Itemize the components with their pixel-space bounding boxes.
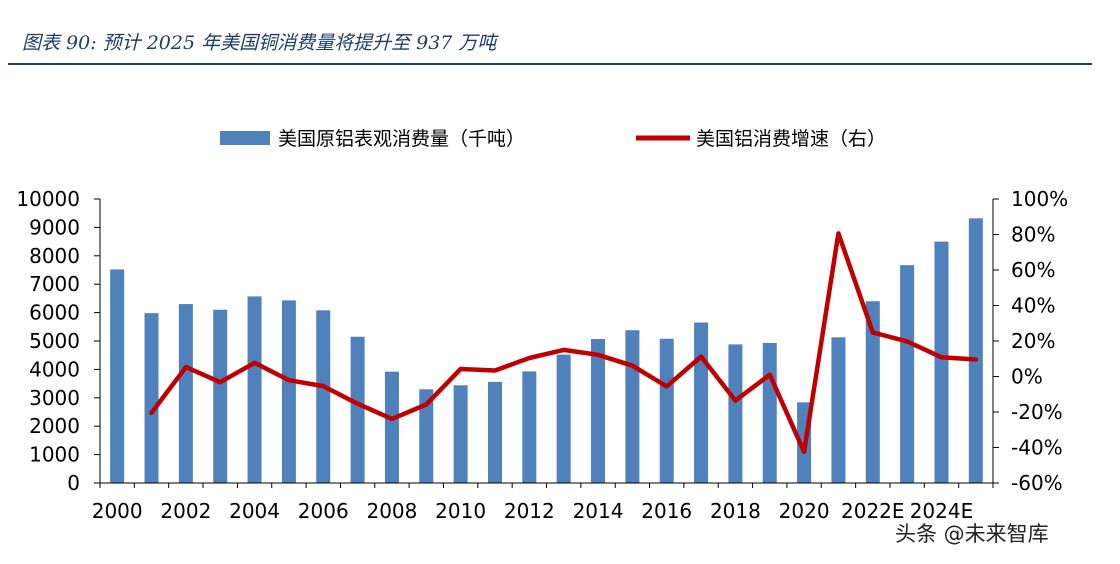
left-tick-label: 10000 bbox=[16, 187, 80, 211]
left-tick-label: 1000 bbox=[29, 443, 80, 467]
left-tick-label: 4000 bbox=[29, 357, 80, 381]
right-tick-label: -20% bbox=[1011, 400, 1063, 424]
right-tick-label: 20% bbox=[1011, 329, 1055, 353]
x-tick-label: 2010 bbox=[435, 499, 486, 523]
right-tick-label: 0% bbox=[1011, 365, 1043, 389]
right-tick-label: 100% bbox=[1011, 187, 1068, 211]
left-tick-label: 8000 bbox=[29, 244, 80, 268]
title-divider bbox=[8, 63, 1092, 65]
left-tick-label: 5000 bbox=[29, 329, 80, 353]
chart-axes: 0 1000 2000 3000 4000 5000 6000 7000 8000 9000 100… bbox=[16, 187, 1068, 523]
watermark: 头条 @未来智库 bbox=[895, 522, 1049, 546]
line-series bbox=[149, 231, 979, 455]
legend-line-label: 美国铝消费增速（右） bbox=[696, 128, 886, 150]
bar-2021 bbox=[831, 337, 846, 483]
bar-2014 bbox=[591, 339, 606, 483]
chart-legend: 美国原铝表观消费量（千吨） 美国铝消费增速（右） bbox=[220, 128, 886, 150]
bar-2004 bbox=[247, 296, 262, 483]
bar-2019 bbox=[762, 342, 777, 483]
bar-2022E bbox=[865, 301, 880, 483]
left-tick-label: 0 bbox=[67, 471, 80, 495]
bar-2018 bbox=[728, 344, 743, 483]
legend-bar-label: 美国原铝表观消费量（千吨） bbox=[278, 128, 525, 150]
bar-2013 bbox=[556, 354, 571, 483]
bar-2005 bbox=[281, 300, 296, 483]
bar-2006 bbox=[316, 310, 331, 483]
bar-2008 bbox=[384, 371, 399, 483]
right-tick-label: -40% bbox=[1011, 436, 1063, 460]
x-tick-label: 2020 bbox=[779, 499, 830, 523]
left-tick-label: 3000 bbox=[29, 386, 80, 410]
bar-2003 bbox=[213, 309, 228, 483]
x-tick-label: 2008 bbox=[366, 499, 417, 523]
left-tick-label: 9000 bbox=[29, 215, 80, 239]
x-tick-label: 2016 bbox=[641, 499, 692, 523]
x-tick-label: 2022E bbox=[841, 499, 905, 523]
bar-2015 bbox=[625, 330, 640, 483]
left-tick-label: 2000 bbox=[29, 414, 80, 438]
right-tick-label: 80% bbox=[1011, 223, 1055, 247]
bar-2002 bbox=[178, 304, 193, 483]
x-tick-label: 2006 bbox=[298, 499, 349, 523]
bar-2025E bbox=[968, 218, 983, 483]
bar-2007 bbox=[350, 336, 365, 483]
x-tick-label: 2000 bbox=[92, 499, 143, 523]
bar-2001 bbox=[144, 313, 159, 483]
bar-2012 bbox=[522, 371, 537, 483]
bar-2000 bbox=[110, 269, 125, 483]
x-tick-label: 2018 bbox=[710, 499, 761, 523]
figure-title: 图表 90: 预计 2025 年美国铜消费量将提升至 937 万吨 bbox=[22, 32, 497, 54]
x-tick-label: 2024E bbox=[910, 499, 974, 523]
bar-series bbox=[110, 218, 983, 483]
right-tick-label: 40% bbox=[1011, 294, 1055, 318]
bar-2024E bbox=[934, 241, 949, 483]
bar-2010 bbox=[453, 385, 468, 483]
right-tick-label: 60% bbox=[1011, 258, 1055, 282]
bar-2009 bbox=[419, 389, 434, 483]
x-tick-label: 2002 bbox=[160, 499, 211, 523]
bar-2017 bbox=[694, 322, 709, 483]
legend-bar-swatch bbox=[220, 131, 270, 145]
bar-2016 bbox=[659, 338, 674, 483]
right-tick-label: -60% bbox=[1011, 471, 1063, 495]
left-tick-label: 6000 bbox=[29, 301, 80, 325]
bar-2023E bbox=[900, 265, 915, 483]
x-tick-label: 2014 bbox=[573, 499, 624, 523]
left-tick-label: 7000 bbox=[29, 272, 80, 296]
x-tick-label: 2012 bbox=[504, 499, 555, 523]
x-tick-label: 2004 bbox=[229, 499, 280, 523]
bar-2011 bbox=[487, 381, 502, 483]
